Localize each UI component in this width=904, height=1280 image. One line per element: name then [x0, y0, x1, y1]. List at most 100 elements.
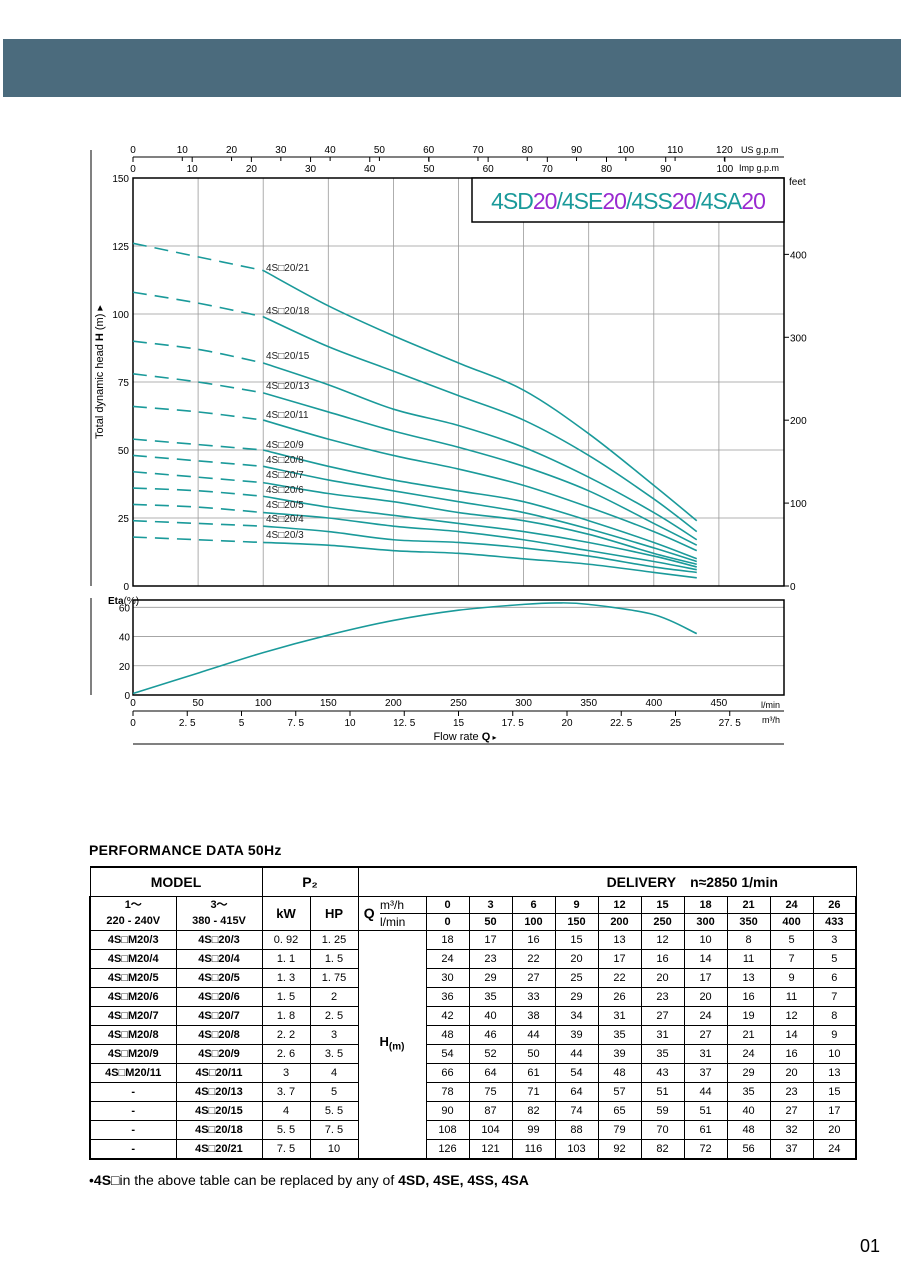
head-value: 27 [683, 1025, 728, 1045]
head-value: 70 [640, 1120, 685, 1140]
flow-lmin-cell: 0 [425, 913, 470, 931]
model-row: 4S□M20/7 4S□20/7 1. 8 2. 5 42 40 38 34 31 27 24 19 1… [89, 1006, 858, 1026]
footnote-text: □in the above table can be replaced by a… [111, 1172, 399, 1188]
head-value: 46 [468, 1025, 513, 1045]
flow-lmin-cell: 150 [554, 913, 599, 931]
kw-header: kW [261, 896, 311, 931]
head-value: 108 [425, 1120, 470, 1140]
curve-solid-segment [263, 511, 697, 571]
curve-dashed-segment [132, 487, 264, 498]
kw-value: 1. 8 [261, 1006, 311, 1026]
head-value: 44 [511, 1025, 556, 1045]
footnote: •4S□in the above table can be replaced b… [89, 1172, 529, 1188]
head-value: 38 [511, 1006, 556, 1026]
hp-value: 2 [309, 987, 359, 1007]
head-value: 12 [640, 930, 685, 950]
us-gpm-tick-label: 110 [667, 145, 683, 156]
head-value: 35 [468, 987, 513, 1007]
lmin-tick-label: 450 [711, 698, 728, 709]
model-row: -4S□20/13 3. 7 5 78 75 71 64 57 51 44 35 23 15 [89, 1082, 858, 1102]
head-unit: (m) [388, 1041, 405, 1053]
curve-label: 4S□20/5 [266, 500, 304, 511]
flow-m3h-cell: 9 [554, 896, 599, 914]
three-phase-model: 4S□20/21 [175, 1139, 263, 1160]
hp-value: 1. 25 [309, 930, 359, 950]
model-row: -4S□20/18 5. 5 7. 5 108 104 99 88 79 70 61 48 32 20 [89, 1120, 858, 1140]
m3h-tick-label: 12. 5 [393, 718, 416, 729]
us-gpm-tick-label: 50 [374, 145, 386, 156]
head-value: 48 [597, 1063, 642, 1083]
us-gpm-tick-label: 90 [571, 145, 583, 156]
head-value: 9 [812, 1025, 858, 1045]
us-gpm-tick-label: 30 [275, 145, 287, 156]
m3h-tick-label: 2. 5 [179, 718, 196, 729]
head-value: 40 [726, 1101, 771, 1121]
efficiency-curve [132, 602, 698, 695]
head-value: 18 [425, 930, 470, 950]
model-row: 4S□M20/6 4S□20/6 1. 5 2 36 35 33 29 26 23 20 16 11 7 [89, 987, 858, 1007]
head-value: 31 [683, 1044, 728, 1064]
head-value: 15 [812, 1082, 858, 1102]
imp-gpm-tick-label: 40 [364, 164, 376, 175]
bottom-flow-axes: 0 50 100 150 200 250 300 350 400 450 l/min 0 2. 5 5 7.… [130, 698, 784, 745]
head-value: 54 [554, 1063, 599, 1083]
m3h-tick-label: 20 [561, 718, 573, 729]
head-symbol: H [379, 1033, 389, 1049]
chart-title: 4SD20/4SE20/4SS20/4SA20 [491, 188, 765, 214]
curve-solid-segment [262, 315, 698, 533]
lmin-tick-label: 0 [130, 698, 136, 709]
three-phase-model: 4S□20/3 [175, 930, 263, 950]
y-tick-label: 0 [123, 582, 129, 593]
us-gpm-tick-label: 10 [177, 145, 189, 156]
head-value: 23 [468, 949, 513, 969]
delivery-header-spacer [357, 866, 426, 897]
head-value: 29 [726, 1063, 771, 1083]
single-phase-model: 4S□M20/5 [89, 968, 177, 988]
imp-gpm-tick-label: 90 [660, 164, 672, 175]
m3h-tick-label: 27. 5 [719, 718, 742, 729]
three-phase-model: 4S□20/18 [175, 1120, 263, 1140]
curve-solid-segment [262, 269, 698, 522]
head-value: 44 [683, 1082, 728, 1102]
kw-value: 0. 92 [261, 930, 311, 950]
m3h-unit: m³/h [762, 715, 780, 725]
unit-m3h: m³/h [380, 896, 427, 914]
curve-solid-segment [262, 392, 698, 546]
head-value: 19 [726, 1006, 771, 1026]
head-value: 78 [425, 1082, 470, 1102]
head-value: 57 [597, 1082, 642, 1102]
lmin-unit: l/min [761, 700, 780, 710]
head-label: H(m) [357, 930, 427, 1160]
flow-m3h-cell: 3 [468, 896, 513, 914]
lmin-tick-label: 250 [450, 698, 467, 709]
m3h-tick-label: 22. 5 [610, 718, 633, 729]
head-value: 9 [769, 968, 814, 988]
head-value: 43 [640, 1063, 685, 1083]
head-value: 64 [468, 1063, 513, 1083]
head-value: 20 [769, 1063, 814, 1083]
head-value: 17 [597, 949, 642, 969]
imp-gpm-tick-label: 60 [483, 164, 495, 175]
head-value: 35 [640, 1044, 685, 1064]
us-gpm-tick-label: 20 [226, 145, 238, 156]
flow-m3h-cell: 6 [511, 896, 556, 914]
head-value: 72 [683, 1139, 728, 1160]
head-value: 24 [425, 949, 470, 969]
imp-gpm-tick-label: 100 [717, 164, 734, 175]
head-value: 20 [812, 1120, 858, 1140]
flow-lmin-cell: 50 [468, 913, 513, 931]
imp-gpm-tick-label: 50 [423, 164, 435, 175]
head-value: 14 [683, 949, 728, 969]
us-gpm-tick-label: 40 [325, 145, 337, 156]
curve-label: 4S□20/13 [266, 381, 310, 392]
three-phase-model: 4S□20/4 [175, 949, 263, 969]
kw-value: 1. 5 [261, 987, 311, 1007]
head-value: 48 [425, 1025, 470, 1045]
head-value: 13 [812, 1063, 858, 1083]
kw-value: 2. 2 [261, 1025, 311, 1045]
head-value: 35 [726, 1082, 771, 1102]
flow-lmin-cell: 250 [640, 913, 685, 931]
head-value: 90 [425, 1101, 470, 1121]
head-value: 8 [726, 930, 771, 950]
